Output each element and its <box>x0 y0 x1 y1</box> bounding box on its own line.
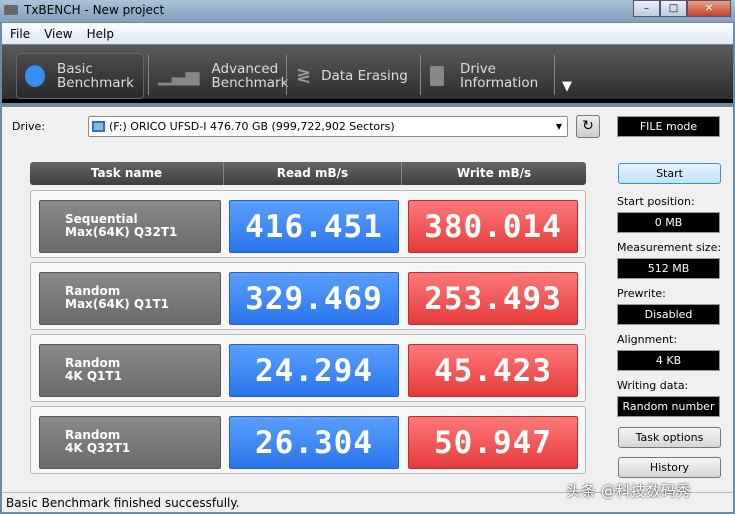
mode-indicator: FILE mode <box>617 116 720 137</box>
alignment-value[interactable]: 4 KB <box>617 350 720 371</box>
toolbar: Basic Benchmark ▁▃▅ Advanced Benchmark ≷ D… <box>2 45 733 103</box>
writing-data-value[interactable]: Random number <box>617 396 720 417</box>
write-value: 45.423 <box>408 344 578 397</box>
read-value: 26.304 <box>229 416 399 469</box>
tab-data-erasing[interactable]: ≷ Data Erasing <box>296 53 416 99</box>
tab-label: Drive <box>460 61 496 77</box>
bar-chart-icon: ▁▃▅ <box>158 65 200 86</box>
drive-select[interactable]: (F:) ORICO UFSD-I 476.70 GB (999,722,902… <box>88 116 568 137</box>
task-name: Random <box>65 428 121 442</box>
tab-label: Advanced <box>211 61 279 77</box>
eraser-icon: ≷ <box>296 65 312 86</box>
start-button[interactable]: Start <box>618 163 721 184</box>
menu-bar: File View Help <box>2 23 733 44</box>
task-button[interactable]: Random 4K Q1T1 <box>39 344 221 397</box>
table-row: Random 4K Q1T1 24.294 45.423 <box>30 334 586 402</box>
write-value: 50.947 <box>408 416 578 469</box>
history-button[interactable]: History <box>618 457 721 478</box>
stopwatch-icon <box>25 65 45 87</box>
task-button[interactable]: Sequential Max(64K) Q32T1 <box>39 200 221 253</box>
task-options-button[interactable]: Task options <box>618 427 721 448</box>
read-value: 416.451 <box>229 200 399 253</box>
col-read: Read mB/s <box>224 162 402 185</box>
task-name: Random <box>65 284 121 298</box>
prewrite-label: Prewrite: <box>617 287 666 300</box>
alignment-label: Alignment: <box>617 333 678 346</box>
menu-view[interactable]: View <box>44 26 73 41</box>
status-bar: Basic Benchmark finished successfully. <box>2 492 733 512</box>
task-name: 4K Q1T1 <box>65 369 122 383</box>
menu-help[interactable]: Help <box>86 26 114 41</box>
task-name: Max(64K) Q32T1 <box>65 225 178 239</box>
task-name: Max(64K) Q1T1 <box>65 297 170 311</box>
app-icon <box>4 5 18 15</box>
start-position-label: Start position: <box>617 195 695 208</box>
tab-label: Basic <box>57 61 93 77</box>
task-button[interactable]: Random 4K Q32T1 <box>39 416 221 469</box>
tab-label: Benchmark <box>57 75 134 91</box>
table-header: Task name Read mB/s Write mB/s <box>30 162 586 185</box>
write-value: 380.014 <box>408 200 578 253</box>
write-value: 253.493 <box>408 272 578 325</box>
tab-label: Benchmark <box>211 75 289 91</box>
close-button[interactable]: ✕ <box>687 0 731 17</box>
task-name: 4K Q32T1 <box>65 441 131 455</box>
tab-basic-benchmark[interactable]: Basic Benchmark <box>16 53 144 99</box>
read-value: 329.469 <box>229 272 399 325</box>
tab-label: Information <box>460 75 539 91</box>
measurement-size-value[interactable]: 512 MB <box>617 258 720 279</box>
maximize-button[interactable]: □ <box>660 0 687 17</box>
watermark: 头条 @科技数码秀 <box>566 482 691 500</box>
start-position-value[interactable]: 0 MB <box>617 212 720 233</box>
drive-label: Drive: <box>12 120 46 133</box>
table-row: Sequential Max(64K) Q32T1 416.451 380.014 <box>30 190 586 258</box>
task-button[interactable]: Random Max(64K) Q1T1 <box>39 272 221 325</box>
tab-label: Data Erasing <box>321 68 408 84</box>
task-name: Sequential <box>65 212 138 226</box>
table-row: Random Max(64K) Q1T1 329.469 253.493 <box>30 262 586 330</box>
read-value: 24.294 <box>229 344 399 397</box>
drive-value: (F:) ORICO UFSD-I 476.70 GB (999,722,902… <box>109 120 395 133</box>
writing-data-label: Writing data: <box>617 379 689 392</box>
more-tabs-arrow-icon[interactable]: ▼ <box>562 79 572 94</box>
refresh-icon: ↻ <box>582 118 594 134</box>
col-task-name: Task name <box>30 162 224 185</box>
col-write: Write mB/s <box>456 166 532 180</box>
menu-file[interactable]: File <box>10 26 31 41</box>
tab-advanced-benchmark[interactable]: ▁▃▅ Advanced Benchmark <box>158 53 289 99</box>
minimize-button[interactable]: – <box>633 0 660 17</box>
refresh-button[interactable]: ↻ <box>576 115 600 138</box>
status-text: Basic Benchmark finished successfully. <box>6 496 240 510</box>
window-title: TxBENCH - New project <box>24 3 165 17</box>
drive-info-icon <box>430 66 444 86</box>
task-name: Random <box>65 356 121 370</box>
drive-icon <box>92 121 105 132</box>
measurement-size-label: Measurement size: <box>617 241 722 254</box>
table-row: Random 4K Q32T1 26.304 50.947 <box>30 406 586 474</box>
title-bar: TxBENCH - New project – □ ✕ <box>0 0 735 22</box>
chevron-down-icon: ▼ <box>555 122 562 131</box>
prewrite-value[interactable]: Disabled <box>617 304 720 325</box>
tab-drive-information[interactable]: Drive Information <box>430 53 550 99</box>
